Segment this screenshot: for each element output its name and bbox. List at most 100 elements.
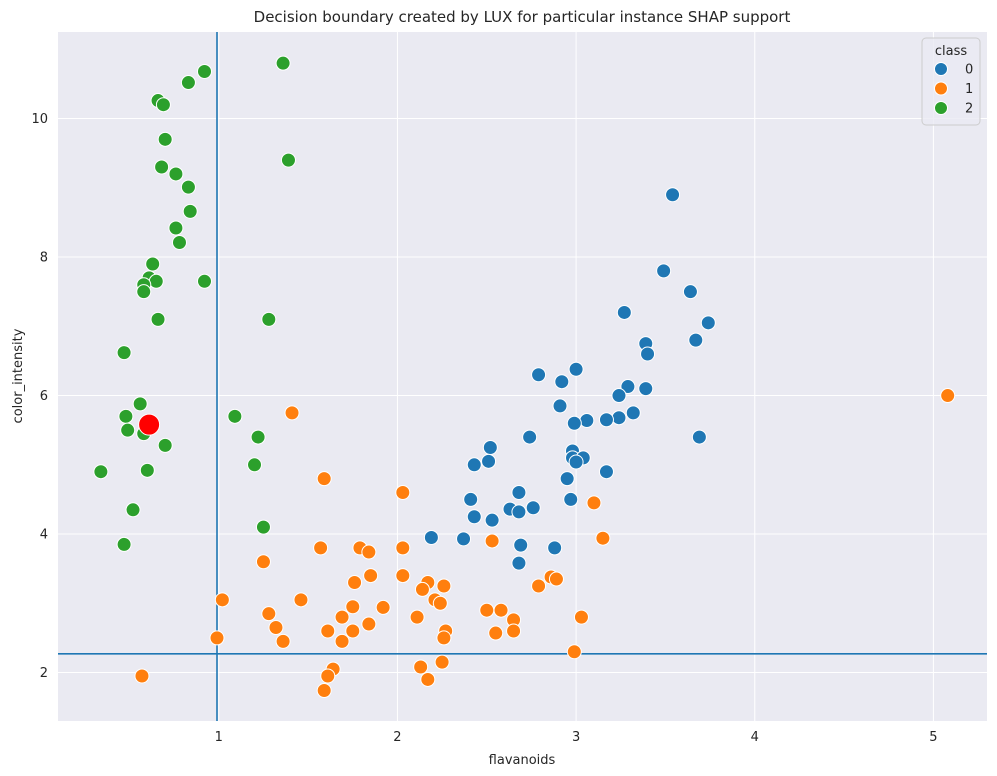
scatter-point-class-0 [616,304,632,320]
x-tick-label: 5 [929,730,937,745]
scatter-point-class-0 [554,374,570,390]
scatter-point-class-2 [154,159,170,175]
scatter-point-class-0 [656,263,672,279]
data-points [93,55,956,699]
y-tick-label: 8 [40,251,48,266]
scatter-point-class-1 [134,668,150,684]
legend-marker-class-1 [934,81,948,96]
scatter-point-class-0 [481,453,497,469]
scatter-point-class-2 [118,408,134,424]
scatter-point-class-2 [227,408,243,424]
scatter-point-class-1 [395,568,411,584]
scatter-point-class-0 [598,412,614,428]
scatter-point-class-0 [568,454,584,470]
x-tick-label: 3 [572,730,580,745]
scatter-point-class-1 [395,540,411,556]
scatter-point-class-2 [157,131,173,147]
scatter-point-class-0 [531,367,547,383]
scatter-point-class-1 [214,592,230,608]
scatter-point-class-0 [423,529,439,545]
scatter-point-class-0 [700,315,716,331]
scatter-point-class-1 [268,620,284,636]
scatter-point-class-0 [482,439,498,455]
x-tick-label: 2 [393,730,401,745]
scatter-point-class-2 [280,152,296,168]
scatter-point-class-1 [363,568,379,584]
scatter-point-class-0 [566,415,582,431]
scatter-point-class-2 [116,536,132,552]
scatter-point-class-1 [573,609,589,625]
scatter-point-class-1 [345,599,361,615]
y-tick-label: 2 [40,666,48,681]
scatter-point-class-1 [261,606,277,622]
scatter-point-class-1 [420,671,436,687]
scatter-point-class-1 [275,633,291,649]
legend-label-class-1: 1 [965,82,973,97]
scatter-point-class-1 [347,575,363,591]
scatter-point-class-2 [247,457,263,473]
scatter-point-class-2 [168,166,184,182]
scatter-point-class-2 [116,345,132,361]
scatter-point-class-0 [552,398,568,414]
scatter-point-class-2 [180,179,196,195]
scatter-point-class-0 [463,491,479,507]
scatter-point-class-1 [436,578,452,594]
scatter-point-class-1 [334,633,350,649]
scatter-point-class-0 [640,346,656,362]
scatter-point-class-1 [395,484,411,500]
highlighted-instance-point [138,413,161,436]
scatter-point-class-2 [182,203,198,219]
scatter-point-class-1 [586,495,602,511]
scatter-point-class-0 [665,187,681,203]
y-tick-label: 4 [40,528,48,543]
scatter-point-class-2 [93,464,109,480]
scatter-point-class-2 [148,273,164,289]
scatter-point-class-0 [611,410,627,426]
scatter-point-class-2 [136,284,152,300]
scatter-point-class-1 [595,530,611,546]
scatter-point-class-2 [120,422,136,438]
highlighted-instance-layer [138,413,161,436]
y-tick-label: 6 [40,389,48,404]
scatter-point-class-1 [434,654,450,670]
scatter-point-class-1 [255,554,271,570]
y-tick-label: 10 [31,112,48,127]
legend-label-class-2: 2 [965,102,973,117]
scatter-point-class-0 [691,429,707,445]
scatter-point-class-2 [125,502,141,518]
scatter-point-class-1 [566,644,582,660]
chart-title: Decision boundary created by LUX for par… [254,8,791,26]
x-tick-label: 4 [751,730,759,745]
scatter-point-class-1 [531,578,547,594]
scatter-point-class-1 [209,630,225,646]
scatter-point-class-1 [432,595,448,611]
scatter-point-class-0 [466,509,482,525]
scatter-point-class-1 [506,623,522,639]
scatter-point-class-1 [316,471,332,487]
scatter-point-class-1 [413,659,429,675]
scatter-point-class-1 [334,609,350,625]
scatter-point-class-0 [611,388,627,404]
scatter-point-class-1 [436,630,452,646]
scatter-point-class-2 [150,311,166,327]
scatter-point-class-2 [261,311,277,327]
scatter-point-class-0 [620,379,636,395]
scatter-point-class-0 [598,464,614,480]
legend-marker-class-0 [934,62,948,76]
scatter-point-class-1 [316,683,332,699]
scatter-point-class-1 [284,405,300,421]
scatter-point-class-2 [255,519,271,535]
decision-boundaries [58,32,987,721]
scatter-point-class-1 [313,540,329,556]
y-axis-label: color_intensity [11,328,26,423]
y-tick-labels: 2 4 6 8 10 [31,112,48,681]
x-axis-label: flavanoids [489,753,556,768]
scatter-point-class-2 [180,75,196,91]
scatter-point-class-0 [688,332,704,348]
scatter-point-class-2 [168,220,184,236]
scatter-point-class-2 [275,55,291,71]
scatter-point-class-0 [682,284,698,300]
scatter-point-class-2 [250,429,266,445]
scatter-point-class-1 [488,625,504,641]
